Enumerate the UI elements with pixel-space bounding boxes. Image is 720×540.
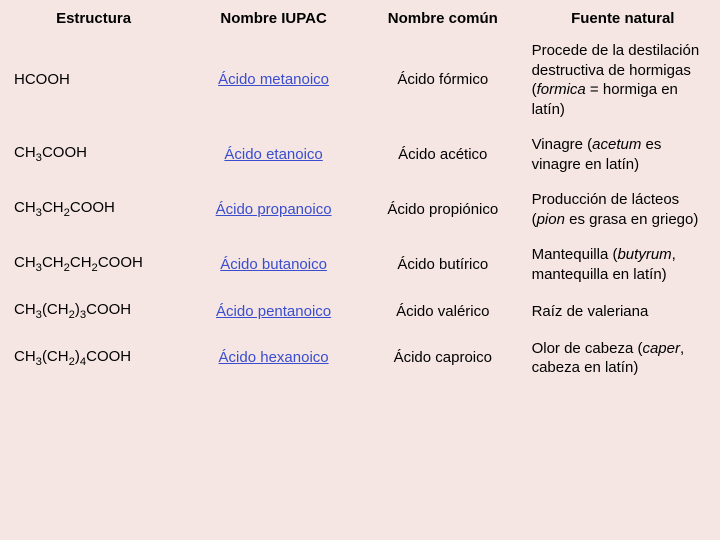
latin-term: caper [642, 340, 680, 357]
cell-iupac: Ácido metanoico [187, 33, 360, 127]
iupac-link[interactable]: Ácido butanoico [220, 256, 327, 273]
iupac-link[interactable]: Ácido hexanoico [219, 349, 329, 366]
cell-fuente: Raíz de valeriana [526, 292, 720, 331]
cell-iupac: Ácido propanoico [187, 182, 360, 237]
table-row: CH3CH2COOH Ácido propanoico Ácido propióni… [0, 182, 720, 237]
cell-comun: Ácido propiónico [360, 182, 526, 237]
latin-term: acetum [592, 136, 641, 153]
table-row: HCOOH Ácido metanoico Ácido fórmicoProcede… [0, 33, 720, 127]
cell-comun: Ácido acético [360, 127, 526, 182]
header-iupac: Nombre IUPAC [187, 0, 360, 33]
cell-comun: Ácido caproico [360, 331, 526, 386]
latin-term: pion [537, 211, 565, 228]
cell-fuente: Olor de cabeza (caper, cabeza en latín) [526, 331, 720, 386]
header-row: Estructura Nombre IUPAC Nombre común Fue… [0, 0, 720, 33]
iupac-link[interactable]: Ácido propanoico [216, 201, 332, 218]
latin-term: butyrum [617, 246, 671, 263]
iupac-link[interactable]: Ácido metanoico [218, 71, 329, 88]
table-row: CH3(CH2)4COOH Ácido hexanoico Ácido caproi… [0, 331, 720, 386]
cell-iupac: Ácido butanoico [187, 237, 360, 292]
cell-iupac: Ácido pentanoico [187, 292, 360, 331]
header-estructura: Estructura [0, 0, 187, 33]
cell-comun: Ácido valérico [360, 292, 526, 331]
cell-estructura: CH3CH2CH2COOH [0, 237, 187, 292]
cell-fuente: Producción de lácteos (pion es grasa en … [526, 182, 720, 237]
cell-iupac: Ácido hexanoico [187, 331, 360, 386]
cell-estructura: CH3CH2COOH [0, 182, 187, 237]
cell-estructura: HCOOH [0, 33, 187, 127]
cell-estructura: CH3(CH2)3COOH [0, 292, 187, 331]
cell-iupac: Ácido etanoico [187, 127, 360, 182]
cell-estructura: CH3(CH2)4COOH [0, 331, 187, 386]
acids-table: Estructura Nombre IUPAC Nombre común Fue… [0, 0, 720, 386]
table-row: CH3COOH Ácido etanoico Ácido acéticoVinagr… [0, 127, 720, 182]
iupac-link[interactable]: Ácido etanoico [224, 146, 322, 163]
header-fuente: Fuente natural [526, 0, 720, 33]
cell-fuente: Vinagre (acetum es vinagre en latín) [526, 127, 720, 182]
header-comun: Nombre común [360, 0, 526, 33]
cell-comun: Ácido butírico [360, 237, 526, 292]
iupac-link[interactable]: Ácido pentanoico [216, 303, 331, 320]
table-row: CH3CH2CH2COOH Ácido butanoico Ácido butíri… [0, 237, 720, 292]
latin-term: formica [537, 81, 586, 98]
table-row: CH3(CH2)3COOH Ácido pentanoico Ácido valér… [0, 292, 720, 331]
cell-fuente: Procede de la destilación destructiva de… [526, 33, 720, 127]
cell-estructura: CH3COOH [0, 127, 187, 182]
cell-comun: Ácido fórmico [360, 33, 526, 127]
cell-fuente: Mantequilla (butyrum, mantequilla en lat… [526, 237, 720, 292]
